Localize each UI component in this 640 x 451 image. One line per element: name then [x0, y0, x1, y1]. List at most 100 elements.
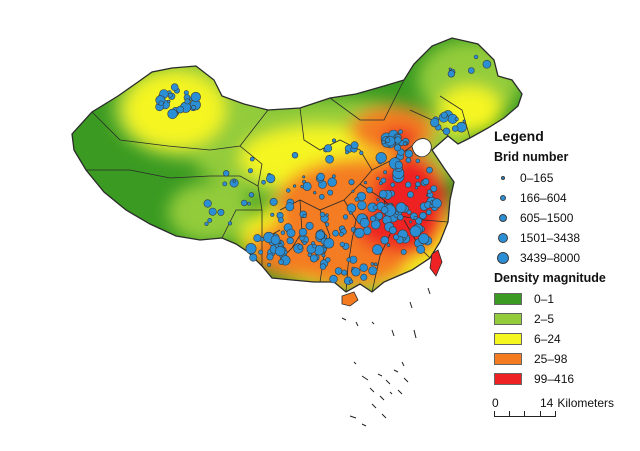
bird-point — [203, 199, 212, 208]
bird-point — [208, 207, 217, 216]
bird-point — [385, 137, 391, 143]
bird-point — [291, 152, 299, 159]
bird-point — [400, 249, 407, 255]
density-class-label: 0–1 — [534, 292, 555, 306]
bird-point — [406, 209, 412, 215]
bird-point — [426, 166, 433, 174]
legend-title: Legend — [494, 128, 544, 144]
bird-point — [286, 228, 296, 238]
bohai-sea — [411, 138, 432, 158]
bird-point — [430, 117, 440, 128]
bird-point — [373, 205, 378, 210]
density-swatch — [494, 353, 522, 365]
bird-point — [415, 181, 421, 187]
bird-point — [275, 246, 286, 257]
bird-class-label: 0–165 — [520, 171, 554, 185]
bird-class-label: 1501–3438 — [520, 231, 581, 245]
bird-point — [349, 279, 354, 284]
bird-point — [300, 184, 304, 189]
bird-point — [409, 220, 413, 224]
density-swatch — [494, 373, 522, 385]
density-class-label: 2–5 — [534, 312, 555, 326]
bird-point — [405, 181, 412, 188]
bird-point — [467, 67, 475, 74]
bird-point — [447, 70, 455, 78]
density-swatch — [494, 313, 522, 325]
bird-point — [270, 212, 275, 217]
bird-point — [331, 138, 336, 143]
bird-point — [325, 257, 331, 263]
density-class-row: 99–416 — [494, 369, 634, 389]
bird-point — [319, 263, 327, 270]
country-boundary — [71, 37, 523, 293]
bird-point — [298, 228, 308, 237]
bird-point — [375, 152, 387, 164]
bird-point — [440, 111, 448, 119]
bird-class-row: 3439–8000 — [494, 248, 634, 268]
bird-point — [404, 149, 414, 158]
density-class-row: 2–5 — [494, 309, 634, 329]
bird-point — [379, 190, 388, 199]
density-class-label: 6–24 — [534, 332, 561, 346]
bird-point — [419, 212, 427, 220]
bird-point — [415, 175, 420, 180]
bird-point — [375, 212, 384, 220]
bird-point — [359, 150, 364, 155]
bird-class-label: 605–1500 — [520, 211, 574, 225]
bird-point — [286, 188, 291, 193]
density-class-row: 6–24 — [494, 329, 634, 349]
bird-point — [327, 177, 337, 187]
bird-point — [359, 263, 368, 272]
density-swatch — [494, 293, 522, 305]
bird-point — [158, 100, 164, 106]
bird-class-row: 1501–3438 — [494, 228, 634, 248]
bird-point — [341, 269, 348, 276]
bird-point — [302, 214, 307, 219]
bird-point — [278, 259, 284, 265]
density-class-label: 25–98 — [534, 352, 568, 366]
bird-point — [325, 213, 329, 217]
bird-point — [380, 177, 387, 184]
bird-point — [442, 127, 451, 136]
bird-point — [380, 236, 389, 245]
bird-point — [309, 254, 318, 263]
scale-bar: 0 14 Kilometers — [492, 396, 632, 417]
density-class-row: 25–98 — [494, 349, 634, 369]
bird-point — [473, 54, 479, 60]
bird-point — [222, 181, 228, 187]
bird-point — [204, 221, 209, 226]
scale-unit: Kilometers — [557, 396, 615, 410]
bird-point — [261, 180, 266, 185]
bird-point — [266, 173, 276, 184]
bird-point — [329, 274, 338, 284]
bird-point — [321, 253, 326, 258]
bird-point — [376, 198, 380, 202]
bird-class-label: 3439–8000 — [520, 251, 581, 265]
bird-point — [184, 98, 191, 105]
bird-point — [394, 144, 402, 152]
bird-point — [407, 191, 414, 198]
bird-point — [247, 168, 253, 174]
bird-point — [286, 237, 294, 245]
bird-point — [325, 222, 330, 227]
bird-point — [394, 136, 402, 144]
bird-point — [324, 144, 333, 153]
bird-point — [357, 200, 367, 211]
taiwan-island — [429, 249, 443, 277]
bird-point — [277, 217, 284, 223]
bird-point — [191, 104, 197, 110]
bird-class-symbol — [501, 176, 505, 180]
bird-point — [383, 170, 388, 175]
hainan-island — [341, 291, 359, 307]
bird-point — [354, 228, 365, 239]
bird-point — [376, 176, 380, 181]
bird-point — [302, 241, 307, 246]
bird-point — [293, 184, 297, 188]
bird-point — [312, 243, 317, 249]
bird-point — [360, 273, 368, 281]
bird-point — [313, 191, 317, 195]
bird-point — [354, 196, 360, 202]
bird-point — [416, 244, 426, 254]
bird-point — [167, 108, 178, 119]
